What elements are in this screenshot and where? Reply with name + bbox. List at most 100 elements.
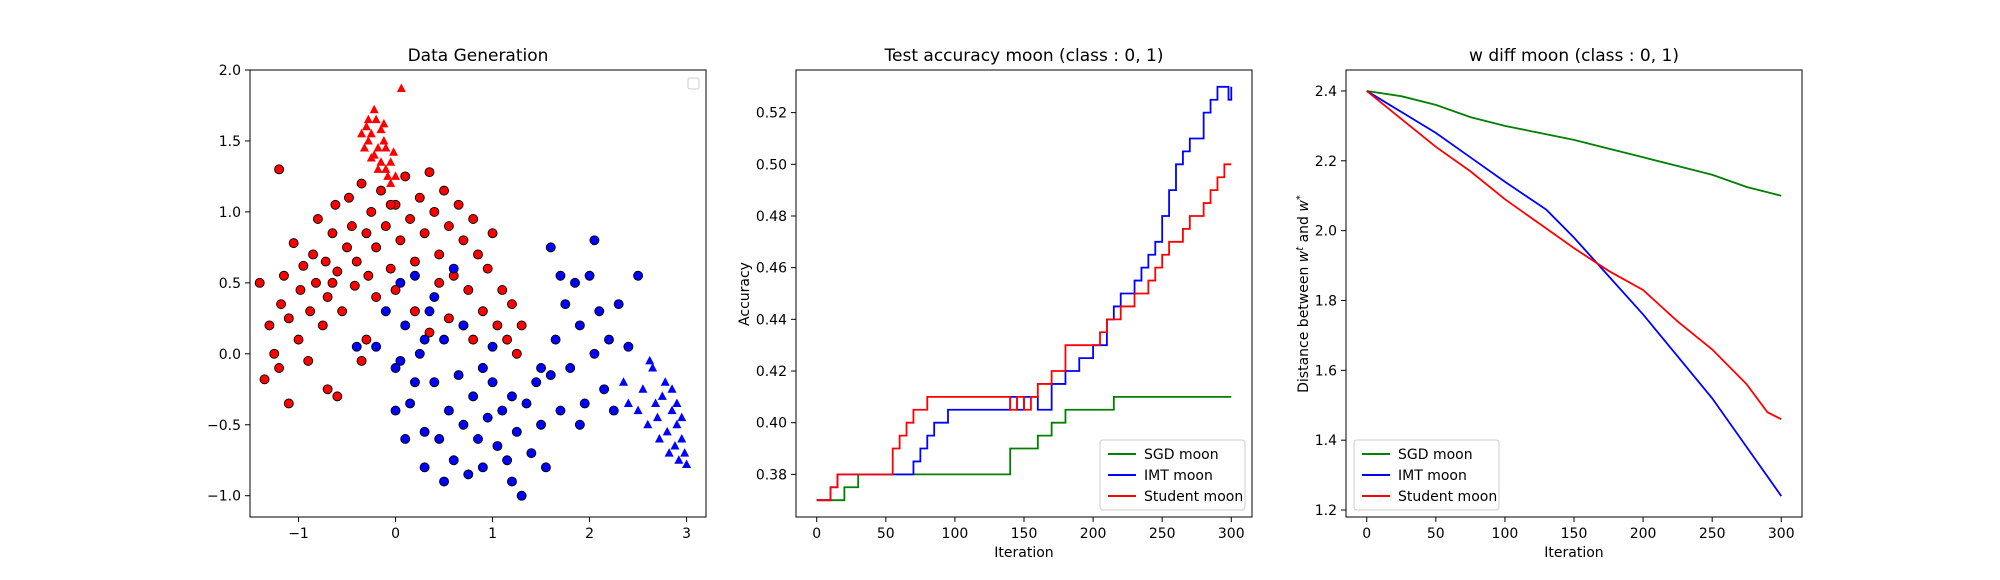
legend-label-sgd-3: SGD moon (1398, 447, 1473, 463)
scatter-point-circle (453, 199, 464, 210)
scatter-point-triangle (667, 405, 677, 415)
scatter-point-circle (279, 270, 289, 281)
scatter-point-circle (269, 348, 280, 359)
scatter-point-circle (371, 292, 382, 302)
scatter-point-circle (405, 214, 416, 224)
scatter-point-circle (322, 292, 333, 302)
x-tick-label: 0 (812, 526, 821, 542)
scatter-point-circle (560, 299, 571, 310)
scatter-point-circle (288, 238, 299, 249)
scatter-point-circle (545, 242, 556, 253)
scatter-point-circle (274, 363, 285, 373)
scatter-point-circle (390, 363, 401, 373)
scatter-point-circle (507, 476, 517, 487)
series-line-sgd-moon (816, 395, 1232, 502)
scatter-point-circle (463, 285, 474, 295)
scatter-point-circle (439, 334, 449, 345)
y-tick-label: 1.6 (1315, 363, 1337, 379)
series-line-student-moon (1366, 90, 1782, 421)
scatter-point-circle (317, 320, 328, 331)
scatter-point-triangle (672, 398, 682, 407)
scatter-point-triangle (363, 135, 373, 145)
scatter-point-circle (351, 341, 362, 352)
scatter-point-circle (555, 270, 566, 281)
scatter-point-triangle (664, 448, 674, 457)
scatter-point-triangle (651, 398, 661, 407)
y-tick-label: 0.0 (219, 347, 241, 363)
scatter-point-circle (419, 228, 430, 239)
panel-data-generation: Data Generation −1 0 1 2 3 −1.0 −0.5 0.0 0.5 1.0 1… (207, 46, 707, 542)
scatter-point-triangle (667, 384, 677, 393)
scatter-point-triangle (373, 143, 383, 152)
legend-label-sgd: SGD moon (1144, 447, 1219, 463)
scatter-point-circle (259, 374, 270, 385)
scatter-point-circle (419, 426, 430, 437)
scatter-point-circle (473, 434, 483, 444)
scatter-point-circle (511, 426, 522, 437)
scatter-point-triangle (359, 143, 369, 152)
scatter-point-circle (371, 242, 382, 253)
scatter-point-circle (409, 377, 420, 388)
legend-label-imt-3: IMT moon (1398, 468, 1467, 484)
scatter-point-circle (429, 206, 440, 217)
scatter-point-circle (327, 277, 338, 288)
legend-frame-2 (1099, 439, 1246, 511)
scatter-point-circle (298, 260, 309, 271)
x-tick-label: 200 (1630, 526, 1657, 542)
scatter-point-triangle (670, 441, 680, 450)
plot-area-1 (254, 83, 692, 501)
scatter-point-circle (458, 235, 469, 246)
y-tick-label: 0.46 (756, 261, 787, 277)
scatter-point-circle (327, 228, 338, 239)
scatter-point-triangle (371, 114, 381, 124)
scatter-point-circle (439, 185, 449, 196)
scatter-point-circle (395, 355, 406, 366)
series-line-sgd-moon (1366, 90, 1782, 197)
scatter-point-circle (264, 320, 275, 331)
chart-title-2: Test accuracy moon (class : 0, 1) (884, 46, 1164, 66)
scatter-point-circle (419, 462, 430, 473)
scatter-point-circle (385, 199, 396, 210)
scatter-point-circle (492, 320, 503, 331)
scatter-point-circle (429, 377, 440, 388)
scatter-point-circle (599, 384, 610, 395)
scatter-point-circle (283, 398, 294, 409)
series-line-imt-moon (816, 85, 1233, 502)
scatter-point-circle (361, 334, 372, 345)
scatter-point-circle (385, 263, 396, 274)
scatter-point-circle (330, 199, 341, 210)
scatter-point-triangle (682, 459, 692, 468)
scatter-point-circle (453, 370, 464, 381)
tick-labels-1: −1 0 1 2 3 −1.0 −0.5 0.0 0.5 1.0 1.5 2.0 (207, 63, 691, 542)
scatter-point-circle (468, 391, 479, 402)
scatter-point-circle (477, 306, 488, 317)
y-tick-label: 0.48 (756, 209, 787, 225)
scatter-point-circle (482, 263, 493, 274)
series-line-student-moon (816, 163, 1232, 502)
scatter-point-circle (276, 299, 286, 310)
scatter-point-triangle (677, 412, 687, 422)
y-tick-label: 2.0 (219, 63, 241, 79)
scatter-point-circle (487, 341, 498, 352)
x-tick-label: 250 (1699, 526, 1726, 542)
axes-frame-2 (795, 69, 1253, 518)
scatter-point-triangle (376, 124, 386, 134)
scatter-point-circle (274, 164, 285, 175)
scatter-point-circle (516, 490, 527, 501)
scatter-point-circle (409, 256, 420, 267)
x-tick-label: 150 (1561, 526, 1588, 542)
scatter-point-circle (633, 270, 644, 281)
y-tick-label: −0.5 (207, 418, 241, 434)
scatter-point-circle (448, 455, 459, 466)
chart-title-3: w diff moon (class : 0, 1) (1469, 46, 1679, 66)
scatter-point-triangle (373, 164, 383, 173)
scatter-point-circle (463, 469, 474, 480)
scatter-point-circle (434, 277, 445, 288)
scatter-point-circle (424, 167, 435, 178)
x-tick-label: 200 (1080, 526, 1107, 542)
scatter-point-circle (400, 320, 411, 331)
axes-frame-3 (1345, 69, 1803, 518)
scatter-point-circle (536, 363, 547, 373)
scatter-point-circle (608, 405, 619, 416)
scatter-point-triangle (648, 363, 658, 372)
